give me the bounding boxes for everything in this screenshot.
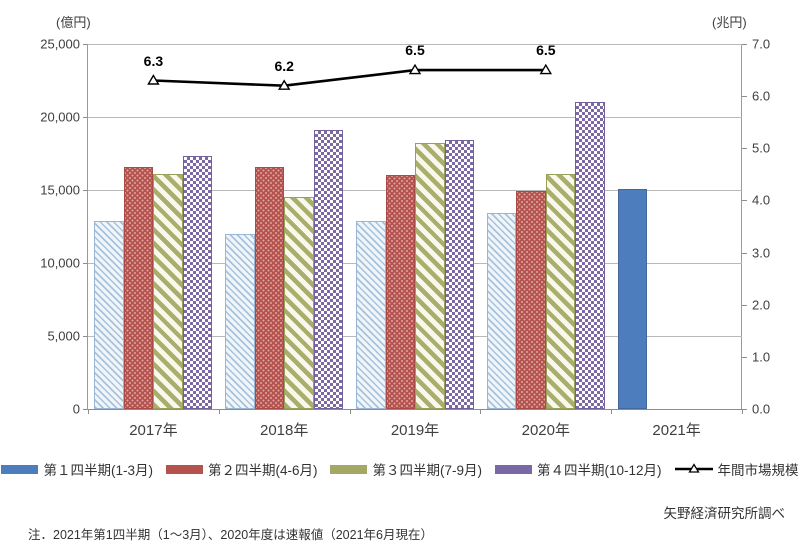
- legend-line-marker-icon: [674, 463, 713, 473]
- line-data-label: 6.3: [143, 52, 164, 69]
- right-tick-label: 7.0: [752, 36, 771, 52]
- left-tick-label: 5,000: [47, 328, 80, 344]
- right-tick-label: 4.0: [752, 192, 771, 208]
- left-tick-mark: [83, 263, 88, 264]
- bar-2018年-q1: [225, 233, 255, 409]
- legend-label: 第４四半期(10-12月): [537, 463, 662, 478]
- right-tick-mark: [742, 96, 747, 98]
- x-tick-mark: [611, 409, 613, 414]
- source-credit: 矢野経済研究所調べ: [663, 506, 786, 521]
- footnote: 注．2021年第1四半期（1～3月）、2020年度は速報値（2021年6月現在）: [28, 528, 433, 542]
- right-tick-label: 3.0: [752, 245, 771, 261]
- gridline: [88, 44, 742, 45]
- legend-item-q4: 第４四半期(10-12月): [495, 459, 662, 479]
- bar-2019年-q1: [356, 220, 386, 409]
- legend-label: 第１四半期(1-3月): [43, 463, 153, 478]
- bar-2021年-q1: [617, 188, 648, 409]
- plot-area: 6.3 6.2 6.5 6.5: [88, 42, 742, 410]
- bar-2020年-q2: [516, 191, 546, 409]
- bar-2017年-q1: [94, 220, 124, 409]
- x-tick-mark: [480, 409, 482, 414]
- x-category-label: 2020年: [521, 422, 570, 439]
- triangle-marker: [147, 74, 160, 85]
- legend-swatch: [165, 464, 203, 474]
- right-tick-label: 0.0: [752, 401, 771, 417]
- triangle-marker: [408, 63, 422, 75]
- bar-2020年-q1: [486, 213, 517, 409]
- right-tick-label: 6.0: [752, 88, 771, 104]
- x-category-label: 2017年: [129, 422, 178, 439]
- triangle-marker: [539, 63, 553, 75]
- legend-swatch: [1, 464, 39, 474]
- bar-2018年-q3: [284, 197, 314, 409]
- bar-2018年-q2: [254, 166, 285, 409]
- line-data-label: 6.5: [405, 42, 425, 59]
- right-tick-mark: [742, 252, 747, 254]
- bar-2017年-q2: [123, 166, 154, 409]
- left-axis-title: (億円): [56, 15, 91, 30]
- bar-2019年-q3: [415, 143, 445, 409]
- left-tick-mark: [83, 409, 88, 410]
- x-tick-mark: [349, 409, 351, 414]
- bar-2017年-q4: [182, 156, 213, 409]
- right-tick-label: 2.0: [752, 297, 771, 313]
- left-tick-label: 25,000: [40, 36, 80, 52]
- bar-2019年-q2: [385, 175, 415, 409]
- right-tick-mark: [742, 356, 747, 358]
- bar-2020年-q4: [575, 102, 605, 409]
- line-data-label: 6.2: [274, 57, 294, 74]
- left-tick-label: 10,000: [40, 255, 80, 271]
- bar-2019年-q4: [444, 140, 474, 409]
- triangle-marker: [277, 79, 291, 90]
- right-tick-label: 5.0: [752, 140, 771, 156]
- right-tick-mark: [742, 44, 747, 45]
- bar-2020年-q3: [545, 173, 576, 409]
- right-tick-mark: [742, 409, 747, 410]
- left-tick-mark: [83, 44, 88, 45]
- bar-2018年-q4: [313, 130, 344, 409]
- x-axis-line: [88, 409, 742, 410]
- legend-item-q2: 第２四半期(4-6月): [165, 459, 318, 479]
- right-tick-mark: [742, 304, 747, 306]
- legend-item-q3: 第３四半期(7-9月): [330, 459, 482, 479]
- legend-swatch: [495, 464, 532, 474]
- right-tick-mark: [742, 148, 747, 150]
- x-tick-mark: [218, 409, 220, 414]
- legend: 第１四半期(1-3月) 第２四半期(4-6月) 第３四半期(7-9月) 第４四半期(1…: [0, 459, 800, 479]
- right-tick-mark: [742, 200, 747, 202]
- legend-item-q1: 第１四半期(1-3月): [1, 459, 153, 479]
- x-category-label: 2019年: [390, 422, 440, 439]
- legend-swatch: [330, 464, 368, 474]
- left-tick-mark: [83, 117, 88, 118]
- x-tick-mark: [88, 409, 89, 414]
- right-axis-title: (兆円): [712, 15, 747, 30]
- left-tick-label: 20,000: [40, 109, 80, 125]
- annual-market-line: [147, 63, 553, 90]
- line-data-label: 6.5: [536, 42, 556, 59]
- bar-2017年-q3: [153, 173, 183, 409]
- x-category-label: 2018年: [260, 422, 309, 439]
- x-tick-mark: [742, 409, 743, 414]
- legend-label: 第２四半期(4-6月): [207, 463, 318, 478]
- left-tick-label: 0: [72, 401, 80, 417]
- legend-label: 年間市場規模: [717, 463, 799, 478]
- legend-label: 第３四半期(7-9月): [372, 463, 482, 478]
- gridline: [88, 117, 742, 118]
- legend-item-line: 年間市場規模: [674, 459, 799, 479]
- x-category-label: 2021年: [652, 422, 701, 439]
- left-tick-mark: [83, 336, 88, 337]
- left-tick-label: 15,000: [40, 182, 80, 198]
- right-tick-label: 1.0: [752, 349, 771, 365]
- left-axis-line: [87, 44, 88, 410]
- right-axis-line: [741, 44, 742, 410]
- left-tick-mark: [83, 190, 88, 191]
